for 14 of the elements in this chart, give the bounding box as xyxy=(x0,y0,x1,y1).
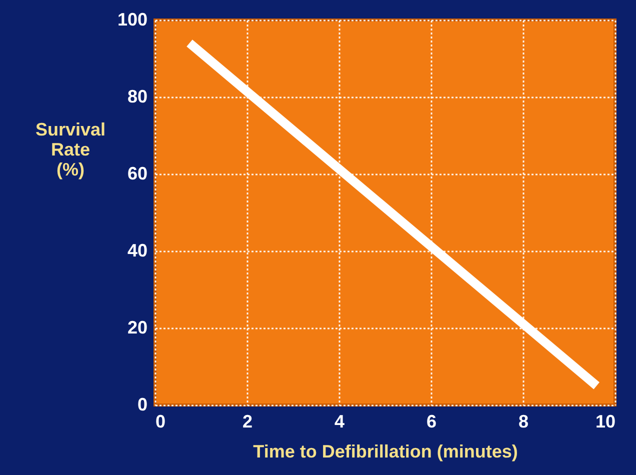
y-tick-label: 80 xyxy=(127,86,148,106)
y-tick-label: 60 xyxy=(127,164,148,184)
x-tick-label: 10 xyxy=(595,412,616,432)
x-axis-title: Time to Defibrillation (minutes) xyxy=(253,442,518,462)
y-axis-title: Survival Rate (%) xyxy=(35,120,106,180)
x-tick-label: 6 xyxy=(426,412,437,432)
x-tick-label: 2 xyxy=(242,412,253,432)
y-tick-label: 40 xyxy=(127,240,148,260)
x-tick-label: 0 xyxy=(156,412,166,432)
y-tick-label: 100 xyxy=(117,10,148,30)
y-tick-label: 0 xyxy=(137,394,148,414)
x-tick-label: 8 xyxy=(518,412,529,432)
x-tick-label: 4 xyxy=(334,412,345,432)
y-tick-label: 20 xyxy=(127,318,148,338)
